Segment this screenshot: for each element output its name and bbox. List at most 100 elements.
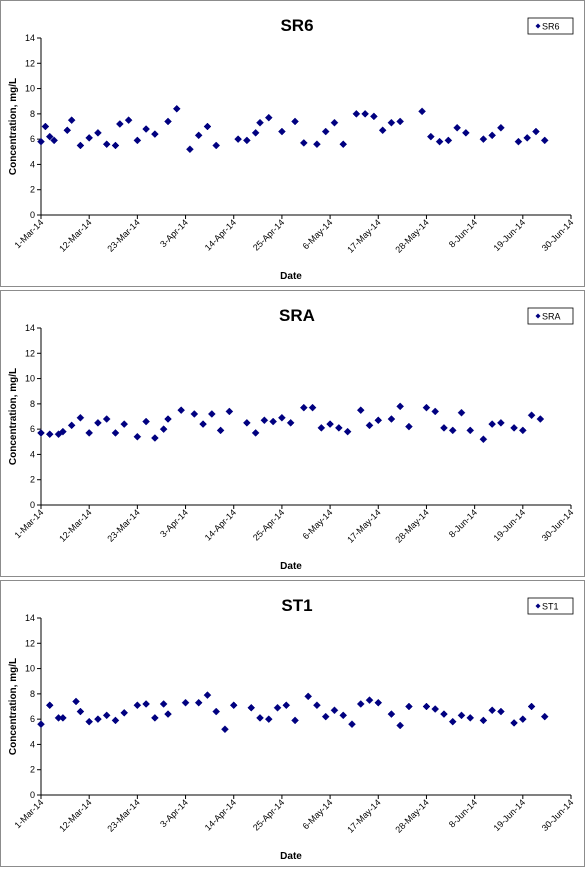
data-point bbox=[313, 140, 321, 149]
data-point bbox=[76, 141, 85, 150]
data-point bbox=[102, 711, 111, 720]
y-tick-label: 4 bbox=[30, 159, 35, 169]
x-tick-label: 30-Jun-14 bbox=[540, 217, 576, 253]
data-point bbox=[256, 714, 264, 722]
x-tick-label: 23-Mar-14 bbox=[105, 217, 141, 253]
legend-label: SRA bbox=[542, 312, 561, 322]
data-point bbox=[317, 424, 326, 432]
x-tick-label: 12-Mar-14 bbox=[57, 507, 93, 543]
data-point bbox=[234, 135, 242, 143]
x-tick-label: 28-May-14 bbox=[393, 507, 430, 544]
x-axis-label: Date bbox=[280, 851, 302, 862]
data-point bbox=[466, 714, 475, 722]
data-point bbox=[488, 420, 497, 428]
data-point bbox=[264, 715, 273, 723]
data-point bbox=[94, 418, 102, 427]
x-axis-label: Date bbox=[280, 271, 302, 282]
x-tick-label: 8-Jun-14 bbox=[447, 797, 479, 829]
data-point bbox=[133, 432, 142, 441]
data-point bbox=[120, 708, 129, 717]
data-point bbox=[59, 714, 67, 722]
data-point bbox=[102, 415, 111, 423]
data-point bbox=[59, 427, 67, 436]
data-point bbox=[510, 424, 518, 432]
chart-svg: ST1 Concentration, mg/L Date 0 2 4 6 8 10 12 14 1-M… bbox=[8, 596, 575, 862]
x-tick-label: 19-Jun-14 bbox=[492, 507, 528, 543]
data-point bbox=[405, 702, 413, 711]
data-point bbox=[102, 140, 111, 149]
data-point bbox=[63, 126, 72, 135]
x-tick-label: 1-Mar-14 bbox=[13, 507, 46, 540]
y-tick-label: 12 bbox=[25, 58, 35, 68]
x-tick-label: 14-Apr-14 bbox=[203, 507, 238, 542]
data-point bbox=[540, 136, 549, 145]
y-axis-label: Concentration, mg/L bbox=[8, 368, 19, 465]
data-point bbox=[532, 127, 540, 136]
y-tick-label: 0 bbox=[30, 210, 35, 220]
data-point bbox=[405, 422, 413, 431]
data-point bbox=[313, 701, 321, 710]
data-point bbox=[479, 435, 488, 444]
data-point bbox=[444, 136, 453, 145]
legend-marker bbox=[535, 313, 541, 319]
data-point bbox=[396, 721, 405, 730]
y-tick-label: 2 bbox=[30, 765, 35, 775]
y-tick-label: 10 bbox=[25, 374, 35, 384]
data-point bbox=[387, 710, 396, 718]
data-point bbox=[488, 131, 497, 140]
legend-box bbox=[527, 597, 574, 615]
x-tick-label: 30-Jun-14 bbox=[540, 507, 576, 543]
data-point bbox=[45, 132, 54, 141]
data-point bbox=[282, 701, 291, 710]
legend-label: SR6 bbox=[542, 22, 560, 32]
data-point bbox=[190, 410, 199, 418]
data-point bbox=[142, 125, 150, 133]
data-point bbox=[256, 118, 264, 127]
data-point bbox=[159, 425, 168, 433]
data-point bbox=[299, 139, 308, 147]
data-point bbox=[374, 698, 383, 707]
data-point bbox=[269, 417, 278, 426]
data-point bbox=[422, 403, 431, 412]
data-point bbox=[479, 135, 488, 143]
data-point bbox=[374, 416, 383, 425]
data-point bbox=[111, 429, 120, 437]
data-point bbox=[260, 416, 269, 425]
x-tick-label: 14-Apr-14 bbox=[203, 797, 238, 832]
data-point bbox=[466, 426, 475, 435]
x-tick-label: 25-Apr-14 bbox=[251, 797, 286, 832]
data-point bbox=[431, 407, 440, 416]
data-point bbox=[142, 417, 150, 426]
data-point bbox=[356, 406, 365, 415]
y-tick-label: 14 bbox=[25, 33, 35, 43]
data-point bbox=[85, 717, 94, 726]
data-point bbox=[133, 136, 142, 145]
data-point bbox=[352, 110, 361, 118]
y-tick-label: 12 bbox=[25, 348, 35, 358]
x-tick-label: 17-May-14 bbox=[345, 217, 382, 254]
data-point bbox=[540, 712, 549, 721]
chart-svg: SRA Concentration, mg/L Date 0 2 4 6 8 10 12 14 1-M… bbox=[8, 306, 576, 572]
data-point bbox=[462, 128, 470, 137]
data-point bbox=[181, 698, 190, 707]
legend: ST1 bbox=[527, 597, 574, 615]
data-point bbox=[518, 426, 527, 435]
y-tick-label: 4 bbox=[30, 739, 35, 749]
data-point bbox=[164, 415, 172, 423]
data-point bbox=[225, 407, 234, 416]
data-point bbox=[510, 719, 518, 727]
data-point bbox=[76, 707, 85, 716]
x-tick-label: 6-May-14 bbox=[301, 217, 335, 251]
chart-title: SR6 bbox=[280, 16, 313, 35]
data-point bbox=[264, 113, 273, 122]
data-point bbox=[159, 700, 168, 708]
data-point bbox=[497, 418, 505, 427]
data-point bbox=[203, 122, 212, 131]
data-point bbox=[396, 117, 405, 126]
data-point bbox=[207, 410, 216, 418]
data-point bbox=[339, 711, 348, 720]
x-tick-label: 1-Mar-14 bbox=[13, 217, 46, 250]
data-point bbox=[440, 710, 448, 718]
legend-box bbox=[527, 307, 574, 325]
legend-marker bbox=[535, 23, 541, 29]
